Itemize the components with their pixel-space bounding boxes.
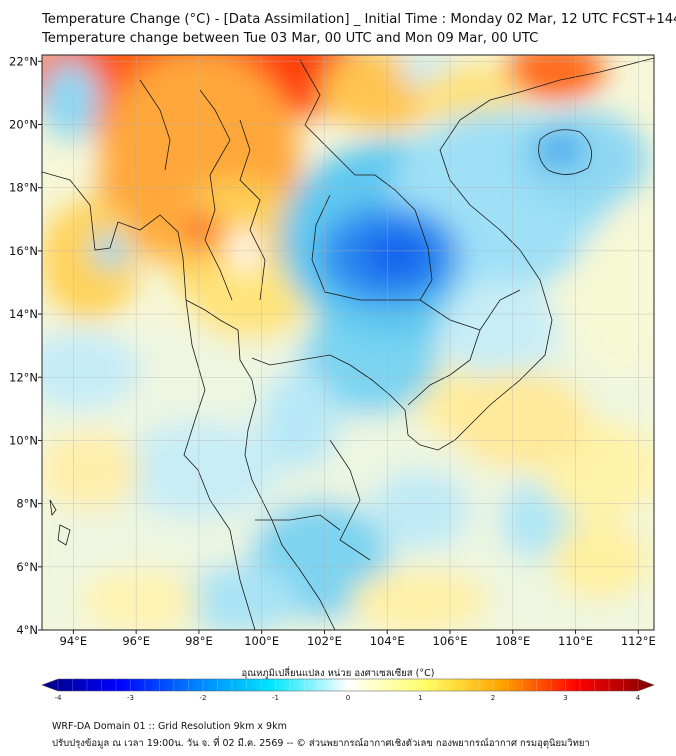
colorbar-tick-label: 0 [346, 694, 350, 700]
colorbar-label: อุณหภูมิเปลี่ยนแปลง หน่วย องศาเซลเซียส (… [241, 668, 435, 679]
lon-tick-label: 110°E [558, 634, 593, 648]
footer-domain-info: WRF-DA Domain 01 :: Grid Resolution 9km … [52, 721, 287, 732]
lon-tick-label: 104°E [370, 634, 405, 648]
lat-tick-label: 12°N [9, 370, 38, 384]
lat-tick-label: 4°N [16, 623, 38, 637]
map-frame [41, 54, 655, 631]
lat-tick-label: 6°N [16, 560, 38, 574]
chart-title: Temperature Change (°C) - [Data Assimila… [42, 12, 676, 27]
colorbar-tick-label: -1 [272, 694, 279, 700]
colorbar-tick-label: 2 [491, 694, 495, 700]
lon-tick-label: 100°E [244, 634, 279, 648]
lon-tick-label: 98°E [185, 634, 213, 648]
colorbar-tick-label: -3 [127, 694, 134, 700]
coastlines-borders [42, 57, 654, 630]
colorbar-gradient [41, 678, 655, 692]
colorbar-tick-label: -2 [200, 694, 207, 700]
lat-tick-label: 14°N [9, 307, 38, 321]
chart-subtitle: Temperature change between Tue 03 Mar, 0… [42, 31, 539, 46]
colorbar-tick-label: 1 [418, 694, 422, 700]
lat-tick-label: 16°N [9, 244, 38, 258]
lon-tick-label: 102°E [307, 634, 342, 648]
lat-tick-label: 18°N [9, 181, 38, 195]
graticule [42, 55, 654, 631]
lon-tick-label: 96°E [122, 634, 150, 648]
lon-tick-label: 106°E [433, 634, 468, 648]
lat-tick-label: 22°N [9, 54, 38, 68]
colorbar-tick-label: 4 [636, 694, 641, 700]
lon-tick-label: 94°E [60, 634, 88, 648]
lon-tick-label: 112°E [621, 634, 656, 648]
lat-tick-label: 10°N [9, 433, 38, 447]
colorbar-tick-label: -4 [55, 694, 63, 700]
lat-tick-label: 8°N [16, 497, 38, 511]
colorbar-tick-label: 3 [563, 694, 567, 700]
lon-tick-label: 108°E [495, 634, 530, 648]
lat-tick-label: 20°N [9, 118, 38, 132]
temperature-field [42, 55, 654, 630]
footer-credit: ปรับปรุงข้อมูล ณ เวลา 19:00น. วัน จ. ที่… [52, 738, 590, 749]
colorbar: -4 -3 -2 -1 0 1 2 3 4 [41, 678, 655, 700]
temperature-change-map: 94°E 96°E 98°E 100°E 102°E 104°E 106°E 108°E 110… [9, 54, 656, 700]
